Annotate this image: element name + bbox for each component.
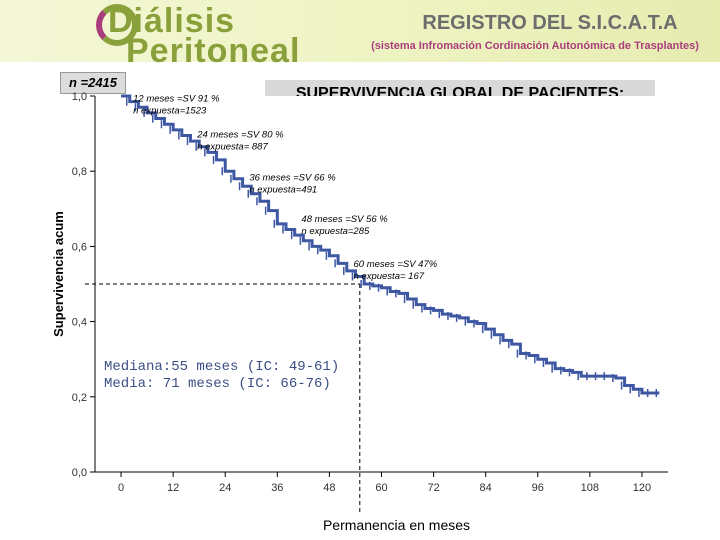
logo-icon bbox=[96, 4, 138, 46]
x-tick-label: 12 bbox=[167, 482, 179, 494]
y-tick-label: 0,6 bbox=[72, 241, 87, 253]
annotation-line1: 12 meses =SV 91 % bbox=[133, 94, 220, 105]
y-axis-label: Supervivencia acum bbox=[51, 211, 66, 337]
median-text: Mediana:55 meses (IC: 49-61) bbox=[104, 359, 339, 375]
annotation-line2: n expuesta=491 bbox=[249, 185, 317, 196]
x-tick-label: 48 bbox=[323, 482, 335, 494]
x-tick-label: 60 bbox=[375, 482, 387, 494]
x-tick-label: 84 bbox=[480, 482, 492, 494]
mean-text: Media: 71 meses (IC: 66-76) bbox=[104, 376, 331, 392]
registry-title: REGISTRO DEL S.I.C.A.T.A bbox=[422, 12, 678, 34]
y-tick-label: 0,0 bbox=[72, 467, 87, 479]
logo-line1: Diálisis bbox=[108, 2, 236, 40]
survival-curve-line bbox=[121, 94, 660, 395]
annotation-line1: 60 meses =SV 47% bbox=[354, 259, 438, 270]
n-label: n =2415 bbox=[60, 72, 126, 94]
registry-subtitle: (sistema Infromación Cordinación Autonóm… bbox=[371, 40, 699, 52]
annotation-line1: 48 meses =SV 56 % bbox=[301, 214, 388, 225]
x-tick-label: 108 bbox=[581, 482, 599, 494]
x-axis-label: Permanencia en meses bbox=[323, 517, 470, 533]
x-tick-label: 0 bbox=[118, 482, 124, 494]
annotation-line2: n expuesta=1523 bbox=[133, 106, 207, 117]
y-tick-label: 1,0 bbox=[72, 91, 87, 103]
plot-area bbox=[95, 96, 668, 472]
x-tick-label: 72 bbox=[427, 482, 439, 494]
y-tick-label: 0,4 bbox=[72, 317, 87, 329]
annotation-line2: n expuesta= 887 bbox=[197, 141, 268, 152]
annotation-line2: n expuesta=285 bbox=[301, 226, 370, 237]
x-tick-label: 96 bbox=[532, 482, 544, 494]
annotation-line1: 36 meses =SV 66 % bbox=[249, 173, 336, 184]
x-tick-label: 120 bbox=[633, 482, 651, 494]
annotation-line1: 24 meses =SV 80 % bbox=[196, 129, 284, 140]
y-tick-label: 0,8 bbox=[72, 166, 87, 178]
annotation-line2: n expuesta= 167 bbox=[354, 271, 425, 282]
x-tick-label: 24 bbox=[219, 482, 231, 494]
logo-line2: Peritoneal bbox=[126, 32, 301, 70]
x-tick-label: 36 bbox=[271, 482, 283, 494]
header: Diálisis Peritoneal REGISTRO DEL S.I.C.A… bbox=[0, 0, 720, 72]
y-tick-label: 0,2 bbox=[72, 392, 87, 404]
